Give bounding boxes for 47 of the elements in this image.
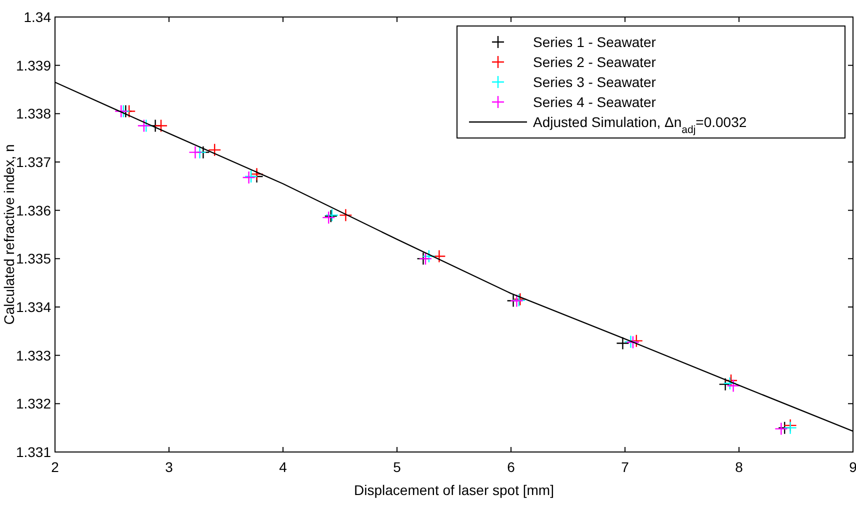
point <box>188 146 202 159</box>
y-tick-label: 1.339 <box>16 57 52 74</box>
point <box>244 170 258 184</box>
point <box>784 421 797 434</box>
point <box>432 250 446 263</box>
y-tick-label: 1.336 <box>16 202 52 218</box>
point <box>724 374 738 388</box>
y-tick-label: 1.331 <box>16 444 52 460</box>
point <box>718 378 732 391</box>
point <box>626 336 640 349</box>
legend-label: Series 2 - Seawater <box>533 54 656 70</box>
y-tick-label: 1.338 <box>16 106 52 122</box>
point <box>630 334 643 348</box>
point <box>208 143 222 157</box>
x-tick-label: 3 <box>165 459 174 475</box>
x-tick-label: 9 <box>849 459 856 475</box>
point <box>339 208 352 222</box>
point <box>137 119 151 132</box>
point <box>774 422 788 436</box>
legend-label: Series 4 - Seawater <box>533 94 656 110</box>
x-tick-label: 5 <box>393 459 402 475</box>
y-tick-label: 1.332 <box>16 396 52 412</box>
point <box>510 294 524 308</box>
x-tick-label: 8 <box>735 459 744 475</box>
x-tick-label: 6 <box>507 459 516 475</box>
point <box>726 379 740 392</box>
x-tick-label: 7 <box>621 459 630 475</box>
y-tick-label: 1.337 <box>16 154 52 170</box>
y-axis-title: Calculated refractive index, n <box>1 144 17 325</box>
point <box>624 335 638 348</box>
legend-label: Series 1 - Seawater <box>533 34 656 50</box>
y-tick-label: 1.34 <box>24 9 52 25</box>
point <box>154 119 168 132</box>
x-axis-title: Displacement of laser spot [mm] <box>354 482 554 498</box>
legend-label: Adjusted Simulation, Δn$_{adj}$=0.0032 <box>533 114 747 136</box>
y-tick-label: 1.335 <box>16 250 52 267</box>
point <box>616 336 630 350</box>
x-tick-label: 2 <box>51 459 60 475</box>
legend-label: Series 3 - Seawater <box>533 74 656 90</box>
point <box>422 250 436 263</box>
point <box>723 376 736 390</box>
point <box>250 167 264 181</box>
y-tick-label: 1.333 <box>16 347 52 364</box>
x-tick-label: 4 <box>279 459 288 475</box>
y-tick-label: 1.334 <box>16 299 52 315</box>
point <box>242 170 256 184</box>
point <box>418 252 432 266</box>
